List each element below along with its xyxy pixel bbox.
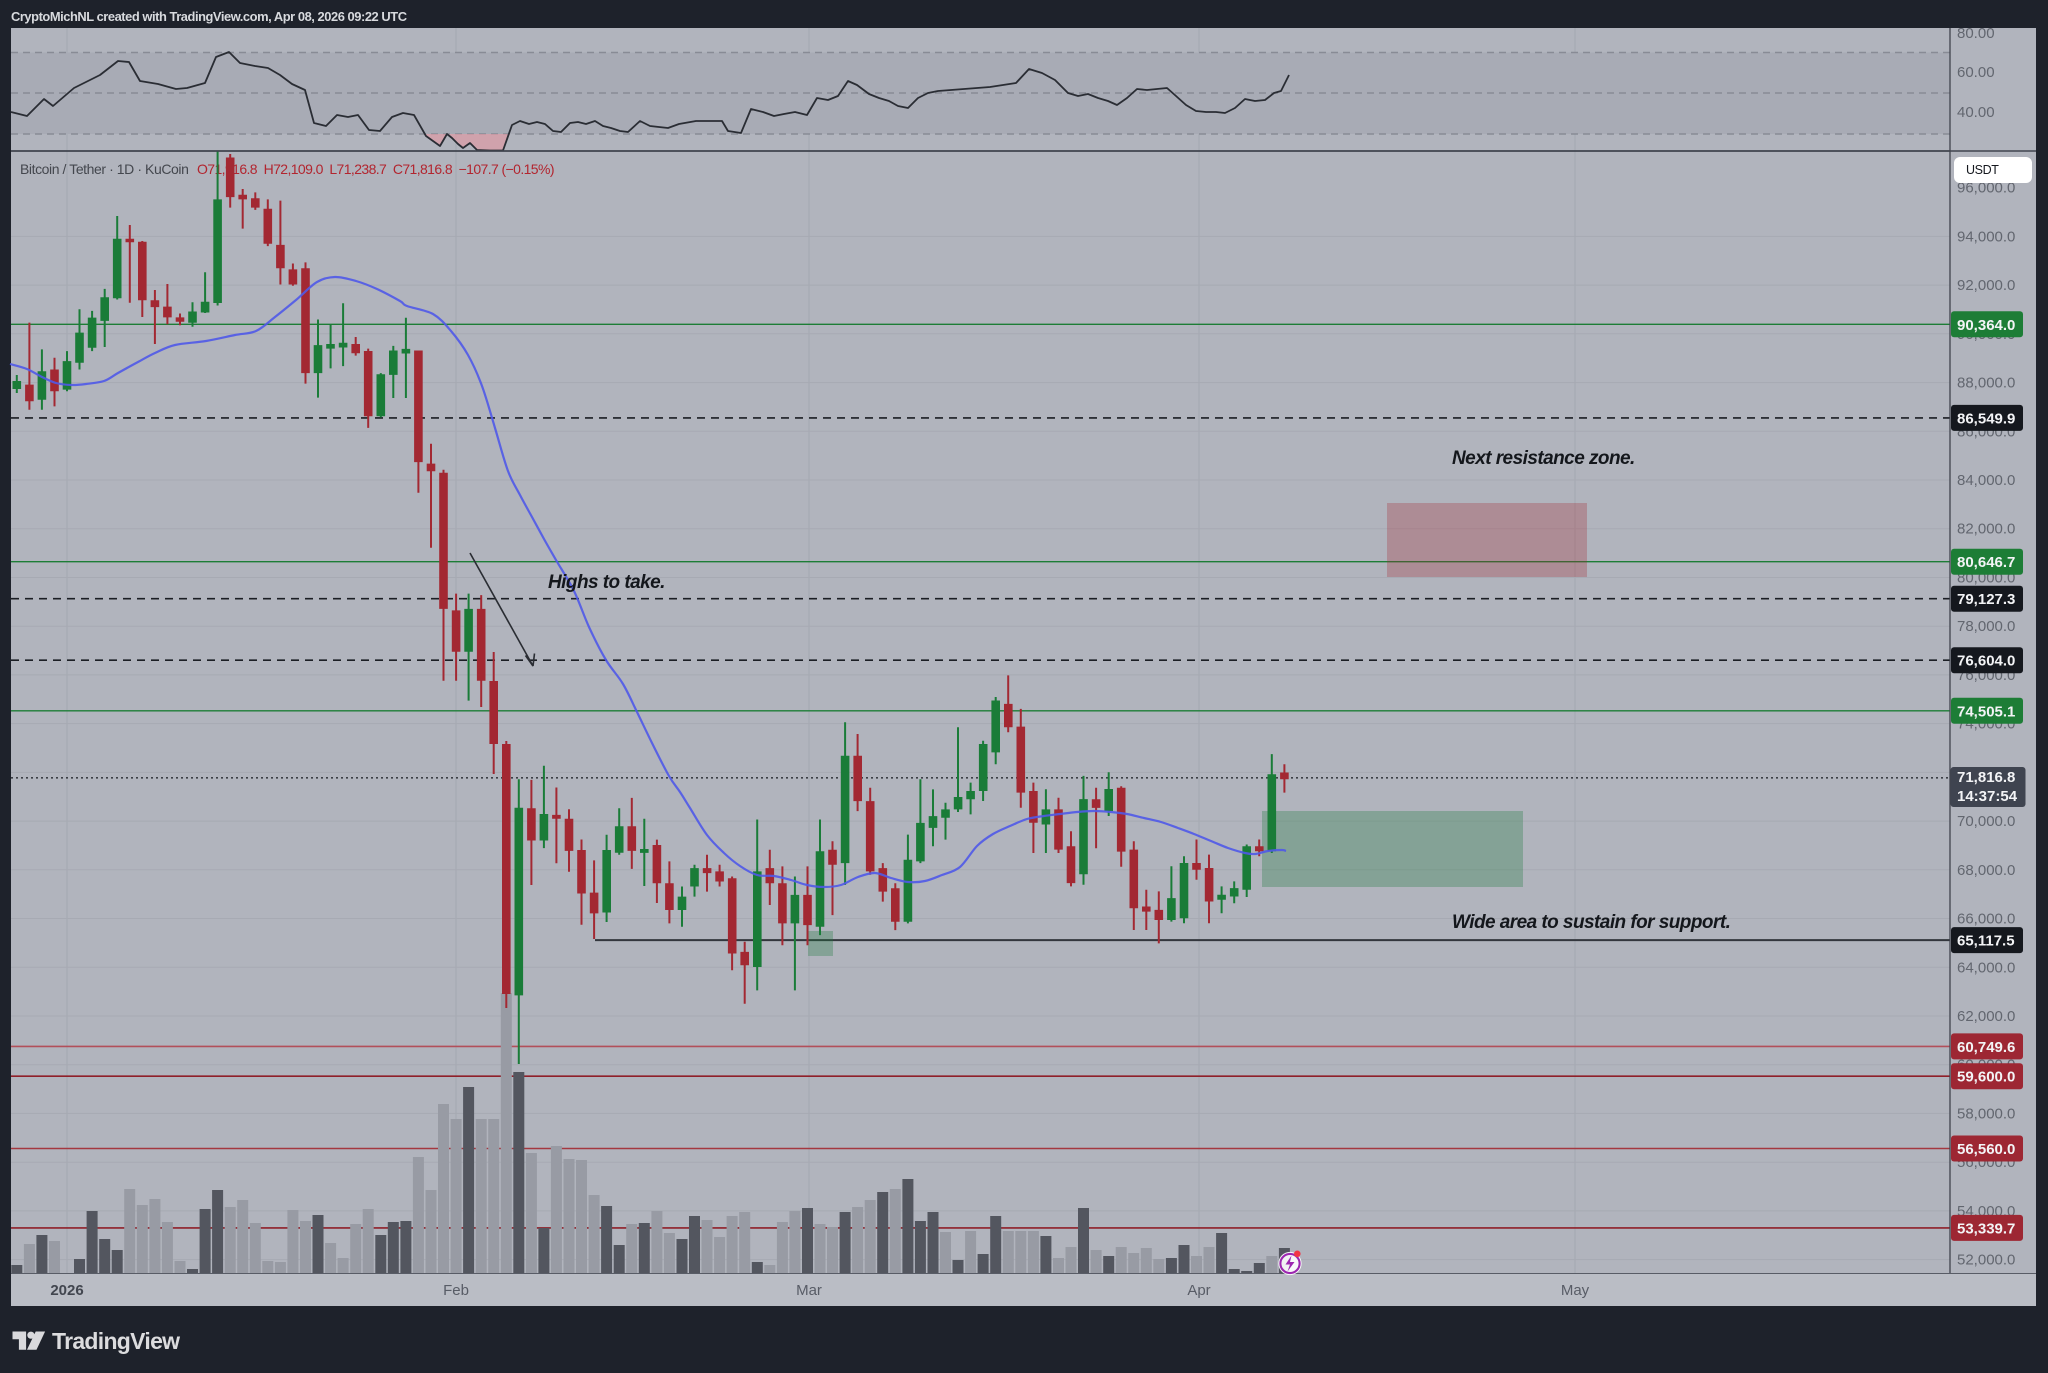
svg-text:58,000.0: 58,000.0 [1957, 1105, 2015, 1122]
svg-text:70,000.0: 70,000.0 [1957, 813, 2015, 830]
svg-text:94,000.0: 94,000.0 [1957, 228, 2015, 245]
svg-text:Feb: Feb [443, 1282, 469, 1299]
svg-text:64,000.0: 64,000.0 [1957, 959, 2015, 976]
svg-text:79,127.3: 79,127.3 [1957, 591, 2015, 608]
svg-text:May: May [1561, 1282, 1590, 1299]
svg-text:96,000.0: 96,000.0 [1957, 180, 2015, 197]
svg-text:O71,916.8 H72,109.0 L71,238.: O71,916.8 H72,109.0 L71,238.7 C71,816.8 … [197, 161, 554, 177]
svg-text:78,000.0: 78,000.0 [1957, 618, 2015, 635]
svg-text:74,505.1: 74,505.1 [1957, 703, 2015, 720]
svg-text:53,339.7: 53,339.7 [1957, 1220, 2015, 1237]
svg-text:62,000.0: 62,000.0 [1957, 1008, 2015, 1025]
svg-text:80.00: 80.00 [1957, 25, 1995, 42]
svg-text:Next resistance zone.: Next resistance zone. [1452, 448, 1635, 469]
svg-text:14:37:54: 14:37:54 [1957, 788, 2018, 805]
svg-text:52,000.0: 52,000.0 [1957, 1252, 2015, 1269]
svg-text:80,646.7: 80,646.7 [1957, 554, 2015, 571]
svg-text:Bitcoin / Tether · 1D · KuCoin: Bitcoin / Tether · 1D · KuCoin [20, 161, 188, 177]
svg-text:Apr: Apr [1187, 1282, 1210, 1299]
svg-text:40.00: 40.00 [1957, 104, 1995, 121]
svg-text:2026: 2026 [50, 1282, 83, 1299]
svg-text:82,000.0: 82,000.0 [1957, 521, 2015, 538]
svg-text:Highs to take.: Highs to take. [548, 572, 665, 593]
svg-text:84,000.0: 84,000.0 [1957, 472, 2015, 489]
svg-text:66,000.0: 66,000.0 [1957, 911, 2015, 928]
svg-text:Wide area to sustain for suppo: Wide area to sustain for support. [1452, 912, 1730, 933]
svg-text:65,117.5: 65,117.5 [1957, 933, 2015, 950]
svg-text:56,560.0: 56,560.0 [1957, 1141, 2015, 1158]
svg-text:TradingView: TradingView [52, 1328, 180, 1354]
svg-text:86,549.9: 86,549.9 [1957, 410, 2015, 427]
svg-text:Mar: Mar [796, 1282, 822, 1299]
svg-text:90,364.0: 90,364.0 [1957, 317, 2015, 334]
svg-text:60,749.6: 60,749.6 [1957, 1039, 2015, 1056]
svg-text:USDT: USDT [1966, 163, 1999, 177]
svg-text:71,816.8: 71,816.8 [1957, 769, 2015, 786]
svg-text:CryptoMichNL created with Trad: CryptoMichNL created with TradingView.co… [11, 9, 407, 24]
svg-text:68,000.0: 68,000.0 [1957, 862, 2015, 879]
svg-text:88,000.0: 88,000.0 [1957, 375, 2015, 392]
svg-text:76,604.0: 76,604.0 [1957, 653, 2015, 670]
svg-text:59,600.0: 59,600.0 [1957, 1069, 2015, 1086]
svg-text:92,000.0: 92,000.0 [1957, 277, 2015, 294]
svg-text:60.00: 60.00 [1957, 64, 1995, 81]
